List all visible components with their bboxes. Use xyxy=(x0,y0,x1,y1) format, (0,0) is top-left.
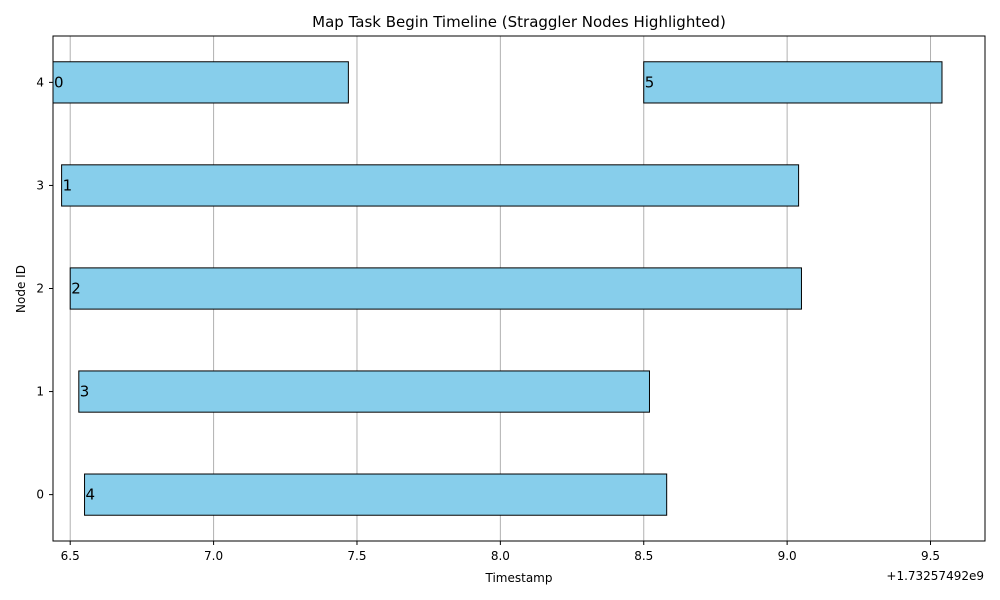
task-bar xyxy=(61,164,800,207)
y-tick-label: 0 xyxy=(36,488,44,502)
task-bar-label: 2 xyxy=(71,280,81,298)
task-bar-label: 4 xyxy=(86,486,96,504)
chart-title: Map Task Begin Timeline (Straggler Nodes… xyxy=(312,13,726,31)
x-tick-label: 8.0 xyxy=(491,549,510,563)
task-bar-label: 1 xyxy=(63,176,73,194)
y-tick-label: 4 xyxy=(36,75,44,89)
task-bar xyxy=(69,267,802,310)
task-bar xyxy=(52,61,349,104)
x-axis-offset-label: +1.73257492e9 xyxy=(886,569,984,583)
x-tick-label: 7.5 xyxy=(347,549,366,563)
x-tick-label: 9.5 xyxy=(921,549,940,563)
task-bar xyxy=(78,370,650,413)
y-axis-ticks: 0 1 2 3 4 xyxy=(36,75,53,502)
x-tick-label: 6.5 xyxy=(61,549,80,563)
x-tick-label: 8.5 xyxy=(634,549,653,563)
y-tick-label: 3 xyxy=(36,178,44,192)
x-axis-ticks: 6.5 7.0 7.5 8.0 8.5 9.0 9.5 xyxy=(61,541,940,563)
task-bar xyxy=(643,61,943,104)
task-bar-label: 0 xyxy=(54,73,64,91)
x-axis-label: Timestamp xyxy=(485,571,553,585)
bars-layer: 0 5 1 2 3 4 xyxy=(52,61,943,516)
x-tick-label: 7.0 xyxy=(204,549,223,563)
x-tick-label: 9.0 xyxy=(778,549,797,563)
task-bar-label: 5 xyxy=(645,73,655,91)
y-tick-label: 1 xyxy=(36,385,44,399)
y-tick-label: 2 xyxy=(36,282,44,296)
task-bar-label: 3 xyxy=(80,383,90,401)
task-bar xyxy=(84,473,668,516)
y-axis-label: Node ID xyxy=(14,265,28,313)
